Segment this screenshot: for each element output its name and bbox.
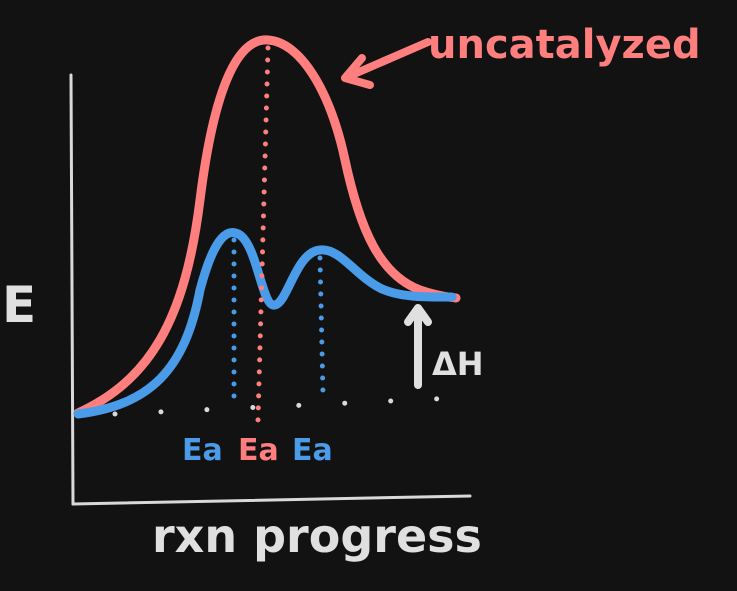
uncatalyzed-arrow bbox=[341, 38, 432, 89]
ea-uncatalyzed-dotted-line bbox=[255, 45, 271, 423]
delta-h-label: ΔH bbox=[432, 345, 484, 383]
delta-h-arrow bbox=[404, 304, 432, 389]
ea-uncatalyzed-label: Ea bbox=[238, 433, 279, 468]
energy-axis-label: E bbox=[2, 276, 36, 334]
catalyzed-curve bbox=[73, 228, 457, 419]
x-axis bbox=[71, 494, 472, 506]
uncatalyzed-curve bbox=[73, 35, 461, 418]
uncatalyzed-label: uncatalyzed bbox=[428, 22, 701, 68]
ea-catalyzed-left-label: Ea bbox=[182, 433, 223, 468]
x-axis-label: rxn progress bbox=[152, 509, 482, 563]
baseline-dotted bbox=[112, 395, 458, 417]
y-axis bbox=[69, 73, 75, 506]
ea-catalyzed-right-label: Ea bbox=[292, 433, 333, 468]
ea-catalyzed-right-dotted-line bbox=[317, 255, 326, 398]
